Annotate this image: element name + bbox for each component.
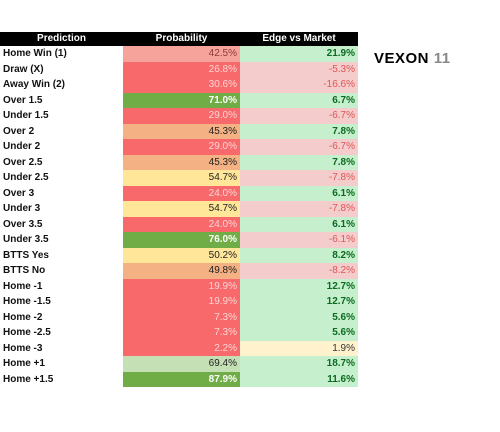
edge-cell: -16.6% (240, 77, 358, 93)
table-row: BTTS Yes 50.2% 8.2% (0, 247, 358, 263)
prediction-cell: Over 2 (3, 125, 35, 137)
table-row: Home -1 19.9% 12.7% (0, 278, 358, 294)
probability-cell: 2.2% (123, 340, 240, 356)
probability-cell: 87.9% (123, 371, 240, 387)
logo-number: 11 (433, 50, 451, 67)
edge-cell: 6.1% (240, 185, 358, 201)
probability-cell: 7.3% (123, 325, 240, 341)
edge-cell: 7.8% (240, 123, 358, 139)
edge-cell: 12.7% (240, 294, 358, 310)
column-header: Prediction (0, 32, 123, 46)
table-row: Under 3.5 76.0% -6.1% (0, 232, 358, 248)
probability-cell: 50.2% (123, 247, 240, 263)
table-row: Away Win (2) 30.6% -16.6% (0, 77, 358, 93)
table-row: Draw (X) 26.8% -5.3% (0, 61, 358, 77)
table-row: Under 2 29.0% -6.7% (0, 139, 358, 155)
edge-cell: 11.6% (240, 371, 358, 387)
prediction-cell: Over 3.5 (3, 218, 43, 230)
prediction-cell: Home -3 (3, 342, 43, 354)
probability-cell: 45.3% (123, 154, 240, 170)
probability-cell: 54.7% (123, 170, 240, 186)
table-row: Over 1.5 71.0% 6.7% (0, 92, 358, 108)
probability-cell: 29.0% (123, 139, 240, 155)
prediction-cell: Home -1.5 (3, 296, 51, 307)
prediction-cell: Home +1 (3, 358, 45, 369)
prediction-cell: BTTS No (3, 265, 46, 276)
edge-cell: -7.8% (240, 170, 358, 186)
edge-cell: -7.8% (240, 201, 358, 217)
prediction-table: Prediction Probability Edge vs Market Home… (0, 32, 358, 387)
edge-cell: 7.8% (240, 154, 358, 170)
table-row: Home -3 2.2% 1.9% (0, 340, 358, 356)
probability-cell: 29.0% (123, 108, 240, 124)
prediction-cell: Home -2 (3, 311, 43, 323)
probability-cell: 45.3% (123, 123, 240, 139)
edge-cell: 21.9% (240, 46, 358, 62)
column-header: Probability (123, 32, 240, 46)
probability-cell: 69.4% (123, 356, 240, 372)
edge-cell: 1.9% (240, 340, 358, 356)
table-row: Under 3 54.7% -7.8% (0, 201, 358, 217)
prediction-cell: Under 3 (3, 203, 41, 214)
prediction-cell: Over 1.5 (3, 94, 43, 106)
table-row: Under 2.5 54.7% -7.8% (0, 170, 358, 186)
prediction-cell: Away Win (2) (3, 79, 65, 90)
probability-cell: 49.8% (123, 263, 240, 279)
edge-cell: -6.1% (240, 232, 358, 248)
logo-name: VEXON (374, 50, 430, 67)
prediction-cell: Under 2 (3, 141, 41, 152)
logo: VEXON 11 (374, 50, 451, 67)
prediction-cell: Over 2.5 (3, 156, 43, 168)
edge-cell: 5.6% (240, 309, 358, 325)
table-row: Home -2 7.3% 5.6% (0, 309, 358, 325)
prediction-cell: Over 3 (3, 187, 35, 199)
prediction-cell: Home -2.5 (3, 327, 51, 338)
probability-cell: 42.5% (123, 46, 240, 62)
prediction-cell: Home +1.5 (3, 373, 54, 385)
table-row: Under 1.5 29.0% -6.7% (0, 108, 358, 124)
table-row: Over 2 45.3% 7.8% (0, 123, 358, 139)
column-header: Edge vs Market (240, 32, 358, 46)
probability-cell: 19.9% (123, 278, 240, 294)
prediction-cell: Under 2.5 (3, 172, 49, 183)
edge-cell: -5.3% (240, 61, 358, 77)
probability-cell: 19.9% (123, 294, 240, 310)
edge-cell: 6.1% (240, 216, 358, 232)
prediction-cell: Under 3.5 (3, 234, 49, 245)
edge-cell: 6.7% (240, 92, 358, 108)
edge-cell: 12.7% (240, 278, 358, 294)
probability-cell: 24.0% (123, 216, 240, 232)
edge-cell: -6.7% (240, 139, 358, 155)
prediction-cell: Home -1 (3, 280, 43, 292)
header-row: Prediction Probability Edge vs Market (0, 32, 358, 46)
table-row: BTTS No 49.8% -8.2% (0, 263, 358, 279)
table-row: Over 3.5 24.0% 6.1% (0, 216, 358, 232)
table-row: Over 2.5 45.3% 7.8% (0, 154, 358, 170)
edge-cell: -8.2% (240, 263, 358, 279)
probability-cell: 24.0% (123, 185, 240, 201)
table-row: Home +1 69.4% 18.7% (0, 356, 358, 372)
probability-cell: 76.0% (123, 232, 240, 248)
prediction-cell: BTTS Yes (3, 249, 49, 261)
edge-cell: 8.2% (240, 247, 358, 263)
table-row: Home Win (1) 42.5% 21.9% (0, 46, 358, 62)
probability-cell: 54.7% (123, 201, 240, 217)
table-row: Over 3 24.0% 6.1% (0, 185, 358, 201)
edge-cell: -6.7% (240, 108, 358, 124)
prediction-cell: Under 1.5 (3, 110, 49, 121)
edge-cell: 5.6% (240, 325, 358, 341)
probability-cell: 30.6% (123, 77, 240, 93)
probability-cell: 7.3% (123, 309, 240, 325)
probability-cell: 71.0% (123, 92, 240, 108)
edge-cell: 18.7% (240, 356, 358, 372)
prediction-cell: Draw (X) (3, 63, 44, 75)
table-row: Home -1.5 19.9% 12.7% (0, 294, 358, 310)
probability-cell: 26.8% (123, 61, 240, 77)
table-row: Home +1.5 87.9% 11.6% (0, 371, 358, 387)
prediction-cell: Home Win (1) (3, 48, 67, 59)
table-row: Home -2.5 7.3% 5.6% (0, 325, 358, 341)
